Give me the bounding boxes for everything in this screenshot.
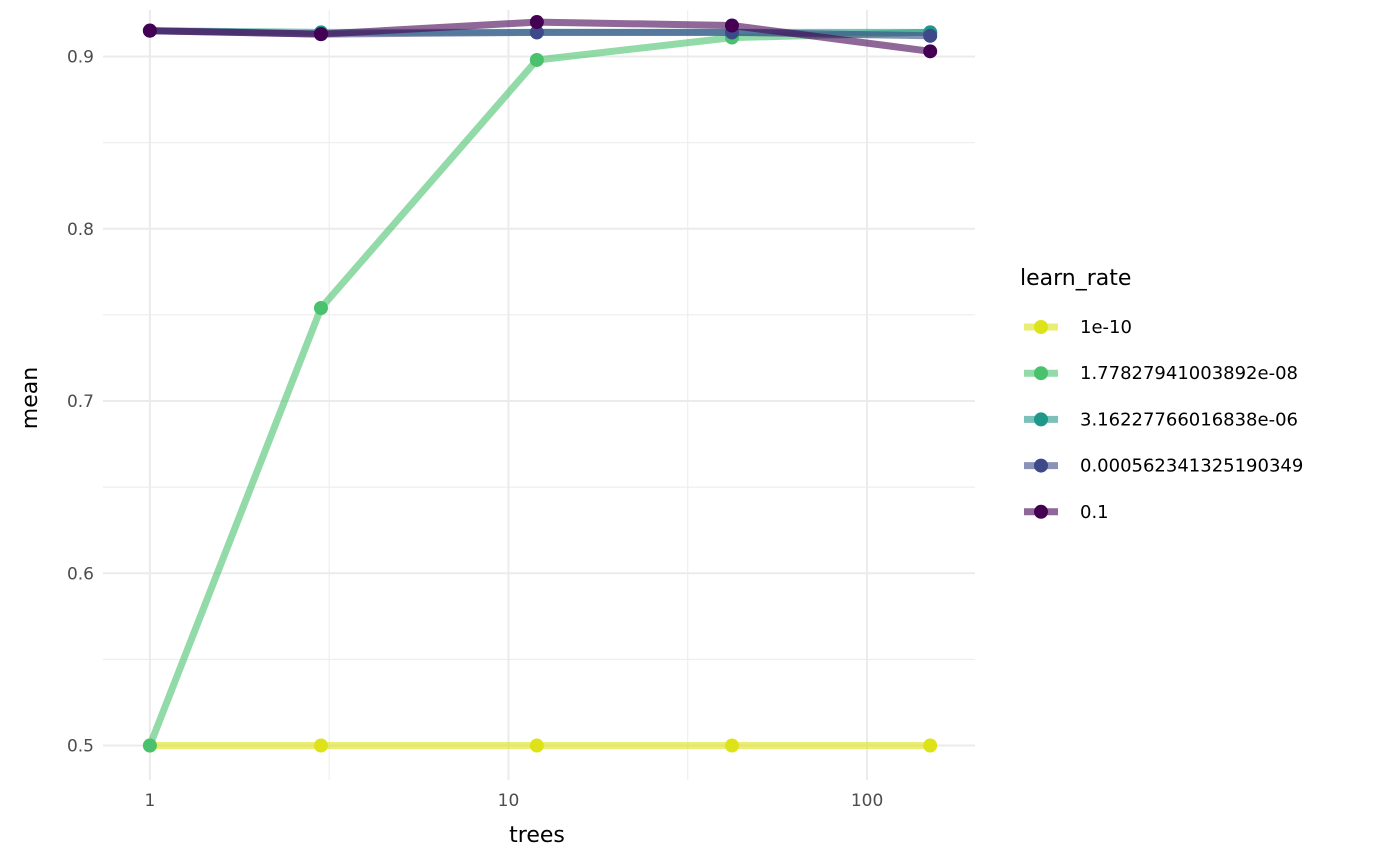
data-point xyxy=(313,301,328,316)
legend-key-point xyxy=(1034,412,1048,427)
x-tick-label: 100 xyxy=(851,791,883,811)
data-point xyxy=(923,738,938,753)
data-point xyxy=(142,738,157,753)
data-point xyxy=(529,15,544,30)
y-tick-label: 0.9 xyxy=(67,48,94,68)
series-line xyxy=(146,28,934,749)
legend-items: 1e-10 1.77827941003892e-08 3.1622776601683… xyxy=(1024,317,1303,523)
legend-label: 1.77827941003892e-08 xyxy=(1080,363,1298,384)
y-tick-label: 0.8 xyxy=(67,220,94,240)
legend-label: 0.000562341325190349 xyxy=(1080,456,1303,477)
legend-item: 0.1 xyxy=(1024,502,1109,523)
legend-item: 3.16227766016838e-06 xyxy=(1024,409,1298,430)
y-tick-label: 0.6 xyxy=(67,564,94,584)
data-point xyxy=(529,25,544,40)
data-point xyxy=(923,28,938,43)
series xyxy=(142,15,938,59)
x-axis-title: trees xyxy=(509,823,565,848)
data-point xyxy=(142,23,157,38)
data-point xyxy=(529,52,544,67)
data-point xyxy=(724,18,739,33)
legend-item: 0.000562341325190349 xyxy=(1024,456,1303,477)
series-layer xyxy=(142,15,938,753)
legend-key-point xyxy=(1034,366,1048,381)
legend-item: 1.77827941003892e-08 xyxy=(1024,363,1298,384)
legend-label: 0.1 xyxy=(1080,502,1109,523)
data-point xyxy=(313,27,328,42)
series xyxy=(142,738,938,753)
y-axis-ticks: 0.5 0.6 0.7 0.8 0.9 xyxy=(67,48,94,757)
grid-major xyxy=(103,10,975,780)
legend-key-point xyxy=(1034,504,1048,519)
y-axis-title: mean xyxy=(18,367,43,429)
data-point xyxy=(724,738,739,753)
legend-key-point xyxy=(1034,320,1048,334)
series xyxy=(142,25,938,753)
legend-title: learn_rate xyxy=(1020,266,1131,291)
data-point xyxy=(313,738,328,753)
data-point xyxy=(529,738,544,753)
y-tick-label: 0.7 xyxy=(67,392,94,412)
data-point xyxy=(923,44,938,59)
grid-minor xyxy=(103,10,975,780)
legend-key-point xyxy=(1034,458,1048,473)
legend-label: 1e-10 xyxy=(1080,317,1132,338)
legend-label: 3.16227766016838e-06 xyxy=(1080,409,1298,430)
legend-item: 1e-10 xyxy=(1024,317,1132,338)
legend: learn_rate 1e-10 1.77827941003892e-08 3.16… xyxy=(1020,266,1303,523)
y-tick-label: 0.5 xyxy=(67,737,94,757)
x-tick-label: 10 xyxy=(498,791,520,811)
x-tick-label: 1 xyxy=(144,791,155,811)
x-axis-ticks: 1 10 100 xyxy=(144,791,883,811)
